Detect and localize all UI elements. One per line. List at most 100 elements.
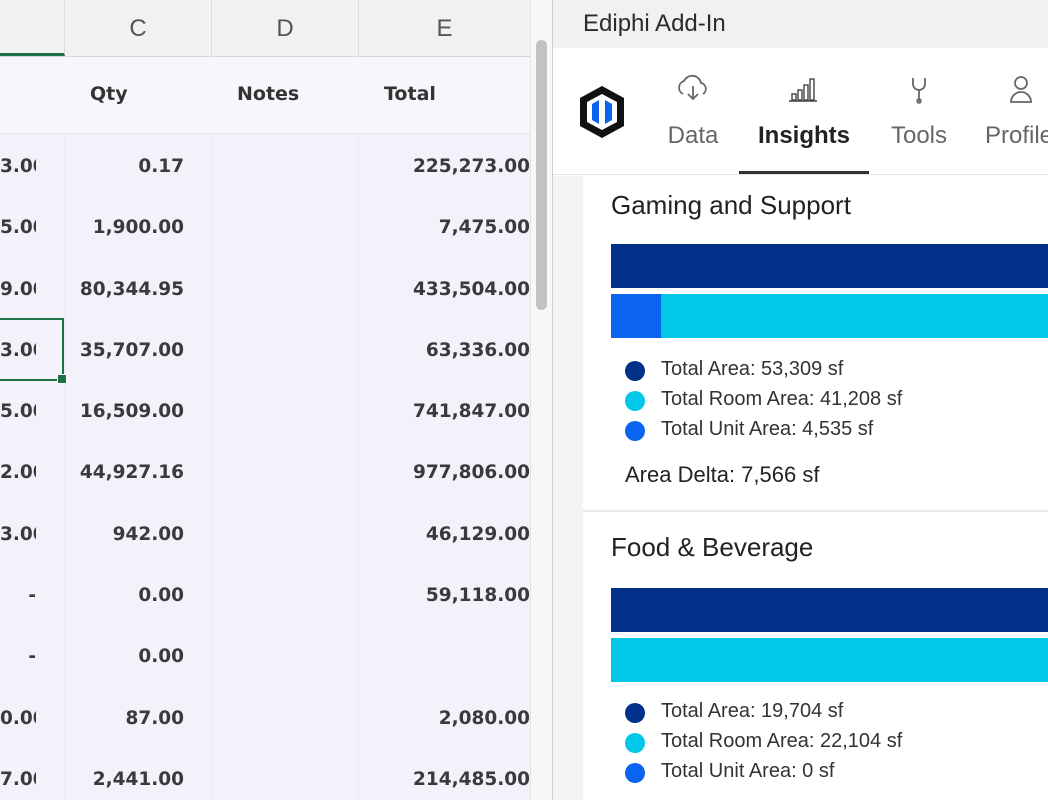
cell-b[interactable]: 5.00 [0, 401, 36, 423]
tab-data[interactable]: Data [653, 48, 733, 174]
table-row: 5.00 1,900.00 7,475.00 [0, 198, 530, 259]
total-cell[interactable]: 741,847.00 [412, 401, 530, 423]
pane-body: Data Insights Tools [553, 48, 1048, 800]
card-title: Gaming and Support [611, 190, 851, 220]
addin-nav: Data Insights Tools [553, 48, 1048, 175]
notes-header-cell[interactable]: Notes [237, 83, 300, 105]
legend-dot-total-area [625, 703, 645, 723]
qty-cell[interactable]: 0.17 [138, 156, 184, 177]
wrench-icon [912, 78, 926, 104]
room-area-bar-fill [611, 638, 1048, 682]
qty-cell[interactable]: 80,344.95 [79, 278, 184, 300]
area-delta: Area Delta: 7,566 sf [625, 462, 820, 487]
cell-b[interactable]: 0.00 [0, 707, 36, 729]
insights-content: Gaming and Support Total Area: 53,309 sf [583, 176, 1048, 800]
card-divider [583, 510, 1048, 512]
cell-b[interactable]: - [28, 585, 36, 607]
column-header-e[interactable]: E [436, 15, 453, 42]
legend-dot-unit-area [625, 421, 645, 441]
table-row: 7.00 2,441.00 214,485.00 [0, 750, 530, 800]
legend-dot-room-area [625, 391, 645, 411]
total-cell[interactable]: 977,806.00 [412, 462, 530, 484]
legend-label: Total Area: 53,309 sf [661, 358, 844, 380]
table-row: 0.00 87.00 2,080.00 [0, 689, 530, 750]
active-cell-selection[interactable] [0, 318, 67, 384]
column-header-d[interactable]: D [212, 0, 359, 56]
total-cell[interactable]: 214,485.00 [412, 768, 530, 790]
tab-label: Tools [890, 122, 948, 149]
qty-cell[interactable]: 942.00 [112, 523, 184, 545]
table-row: 2.00 44,927.16 977,806.00 [0, 443, 530, 504]
total-cell[interactable]: 7,475.00 [438, 217, 530, 239]
ediphi-logo-icon [580, 86, 624, 138]
table-body: 3.00 0.17 225,273.00 5.00 1,900.00 7,475… [0, 137, 530, 800]
content-gutter [553, 176, 583, 800]
table-row: - 0.00 59,118.00 [0, 566, 530, 627]
qty-cell[interactable]: 1,900.00 [92, 217, 184, 239]
qty-cell[interactable]: 35,707.00 [79, 339, 184, 361]
table-row: 5.00 16,509.00 741,847.00 [0, 382, 530, 443]
total-cell[interactable]: 225,273.00 [412, 156, 530, 177]
qty-cell[interactable]: 0.00 [138, 646, 184, 668]
fill-handle[interactable] [57, 374, 67, 384]
qty-cell[interactable]: 2,441.00 [92, 768, 184, 790]
table-row: 3.00 0.17 225,273.00 [0, 137, 530, 198]
room-area-bar-fill [661, 294, 1048, 338]
legend-label: Total Area: 19,704 sf [661, 700, 844, 722]
unit-area-bar-fill [611, 294, 661, 338]
insight-card-food-beverage: Food & Beverage Total Area: 19,704 sf T [583, 514, 1048, 800]
tab-insights[interactable]: Insights [739, 48, 869, 174]
cell-b[interactable]: 3.00 [0, 523, 36, 545]
qty-header-cell[interactable]: Qty [90, 83, 128, 105]
tab-label: Insights [757, 122, 850, 149]
cell-b[interactable]: 2.00 [0, 462, 36, 484]
column-header-bar: C D E [0, 0, 530, 57]
total-cell[interactable]: 433,504.00 [412, 278, 530, 300]
total-cell[interactable]: 63,336.00 [425, 339, 530, 361]
table-row: - 0.00 [0, 627, 530, 688]
pane-title-bar: Ediphi Add-In [553, 0, 1048, 48]
legend-label: Total Room Area: 22,104 sf [661, 730, 903, 752]
cloud-download-icon [678, 74, 707, 101]
legend-label: Total Unit Area: 4,535 sf [661, 418, 874, 440]
spreadsheet: C D E Qty Notes Total 3.00 0.17 225,273.… [0, 0, 552, 800]
cell-b[interactable]: 9.00 [0, 278, 36, 300]
cell-b[interactable]: - [28, 646, 36, 668]
cell-b[interactable]: 3.00 [0, 156, 36, 177]
column-header-c[interactable]: C [65, 0, 212, 56]
scrollbar-thumb[interactable] [536, 40, 547, 310]
total-area-bar-fill [611, 244, 1048, 288]
total-cell[interactable]: 46,129.00 [425, 523, 530, 545]
tab-tools[interactable]: Tools [879, 48, 959, 174]
room-unit-area-bar [611, 638, 1048, 682]
addin-pane: Ediphi Add-In Data [552, 0, 1048, 800]
qty-cell[interactable]: 87.00 [125, 707, 184, 729]
insight-card-gaming: Gaming and Support Total Area: 53,309 sf [583, 176, 1048, 510]
table-header-row: Qty Notes Total [0, 57, 530, 134]
cell-b[interactable]: 5.00 [0, 217, 36, 239]
tab-profile[interactable]: Profile [981, 48, 1048, 174]
room-unit-area-bar [611, 294, 1048, 338]
total-cell[interactable]: 59,118.00 [425, 585, 530, 607]
table-row: 3.00 942.00 46,129.00 [0, 505, 530, 566]
legend-label: Total Room Area: 41,208 sf [661, 388, 903, 410]
bar-chart-icon [789, 78, 817, 102]
qty-cell[interactable]: 0.00 [138, 585, 184, 607]
total-header-cell[interactable]: Total [384, 83, 436, 105]
vertical-scrollbar[interactable] [530, 0, 552, 800]
qty-cell[interactable]: 16,509.00 [79, 401, 184, 423]
total-area-bar [611, 244, 1048, 288]
card-title: Food & Beverage [611, 532, 814, 562]
qty-cell[interactable]: 44,927.16 [79, 462, 184, 484]
legend-dot-room-area [625, 733, 645, 753]
table-row: 3.00 35,707.00 63,336.00 [0, 321, 530, 382]
column-header-b[interactable] [0, 0, 65, 56]
pane-title: Ediphi Add-In [583, 10, 726, 37]
legend-dot-unit-area [625, 763, 645, 783]
cell-b[interactable]: 3.00 [0, 339, 36, 361]
cell-b[interactable]: 7.00 [0, 768, 36, 790]
legend-dot-total-area [625, 361, 645, 381]
tab-label: Profile [985, 122, 1048, 149]
total-cell[interactable]: 2,080.00 [438, 707, 530, 729]
total-cell[interactable] [355, 627, 530, 688]
